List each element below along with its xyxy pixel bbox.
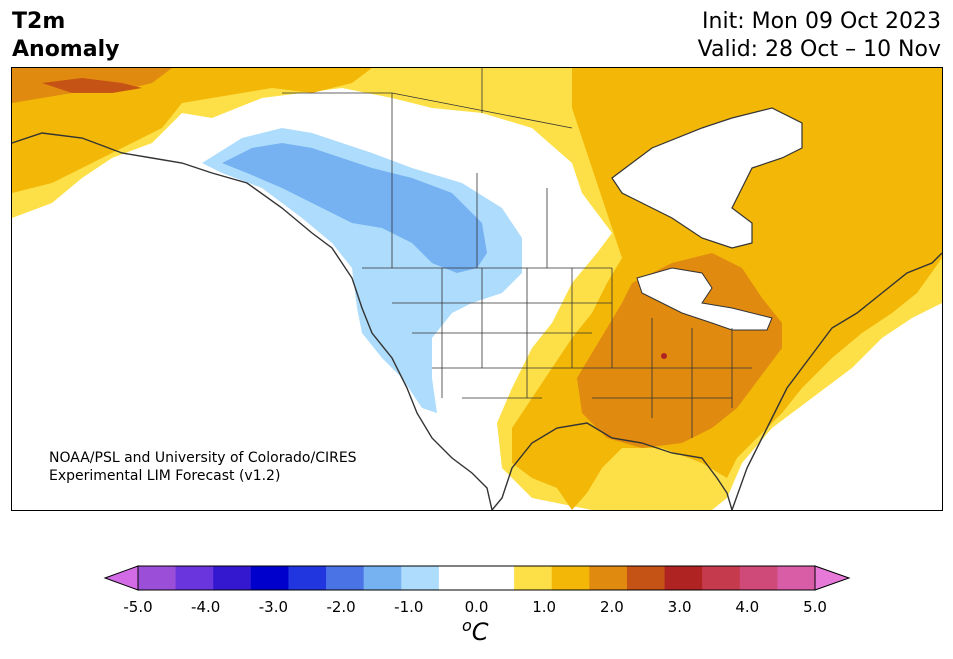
colorbar-segments	[138, 566, 816, 590]
colorbar-segment	[777, 566, 816, 590]
colorbar-tick-label: 3.0	[667, 598, 692, 616]
anomaly-region-medium-blue	[222, 143, 487, 273]
anomaly-region-orange	[577, 253, 782, 448]
colorbar-extend-high	[814, 565, 851, 591]
colorbar-border	[137, 565, 816, 591]
colorbar-segment	[702, 566, 741, 590]
anomaly-region-dark-orange	[42, 78, 142, 93]
forecast-dates: Init: Mon 09 Oct 2023 Valid: 28 Oct – 10…	[698, 8, 941, 64]
colorbar-tick-label: 2.0	[599, 598, 624, 616]
colorbar-segment	[551, 566, 590, 590]
init-date: Init: Mon 09 Oct 2023	[702, 9, 941, 34]
map-title: T2m Anomaly	[12, 8, 119, 64]
colorbar-segment	[401, 566, 440, 590]
colorbar-tick-label: -5.0	[123, 598, 153, 616]
colorbar-segment	[175, 566, 214, 590]
political-borders	[282, 68, 752, 438]
great-lakes	[636, 267, 773, 331]
colorbar-unit: oC	[462, 616, 489, 646]
colorbar-segment	[250, 566, 289, 590]
data-credit: NOAA/PSL and University of Colorado/CIRE…	[49, 449, 357, 485]
colorbar-tick-label: -4.0	[191, 598, 221, 616]
anomaly-region-yellow-orange	[12, 68, 372, 193]
anomaly-map: NOAA/PSL and University of Colorado/CIRE…	[11, 67, 943, 511]
credit-line-2: Experimental LIM Forecast (v1.2)	[49, 468, 281, 484]
colorbar-tick-label: 4.0	[735, 598, 760, 616]
colorbar-segment	[213, 566, 252, 590]
hudson-bay	[611, 107, 803, 249]
colorbar-segment	[326, 566, 365, 590]
colorbar-tick-label: -2.0	[326, 598, 356, 616]
colorbar-segment	[288, 566, 327, 590]
colorbar-segment	[626, 566, 666, 590]
colorbar-extend-low	[103, 565, 139, 591]
colorbar-tick-label: -1.0	[394, 598, 424, 616]
colorbar-tick-label: -3.0	[258, 598, 289, 616]
colorbar-tick-label: 5.0	[803, 598, 827, 616]
colorbar-segment	[739, 566, 778, 590]
credit-line-1: NOAA/PSL and University of Colorado/CIRE…	[49, 450, 357, 466]
colorbar-segment	[589, 566, 628, 590]
colorbar-tick-label: 1.0	[532, 598, 557, 616]
colorbar-segment	[514, 566, 553, 590]
colorbar-segment	[438, 566, 477, 590]
colorbar-segment	[664, 566, 703, 590]
colorbar-segment	[138, 566, 177, 590]
coastline	[12, 132, 942, 510]
title-line-1: T2m	[12, 9, 66, 34]
colorbar-tick-label: 0.0	[464, 598, 489, 616]
colorbar	[103, 565, 851, 591]
map-canvas	[12, 68, 942, 510]
title-line-2: Anomaly	[12, 37, 120, 62]
colorbar-segment	[363, 566, 402, 590]
anomaly-spot-red	[661, 353, 667, 359]
colorbar-segment	[476, 566, 515, 590]
valid-range: Valid: 28 Oct – 10 Nov	[697, 37, 941, 62]
